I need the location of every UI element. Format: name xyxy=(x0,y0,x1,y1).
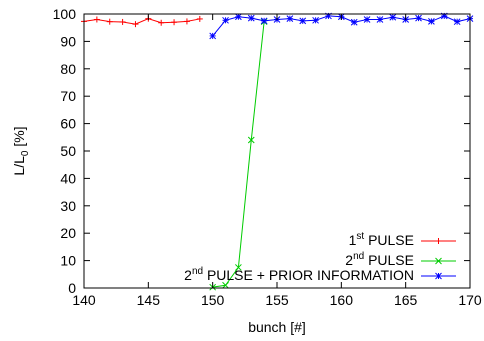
y-tick-label: 100 xyxy=(53,6,77,22)
series-1-point xyxy=(183,18,190,25)
series-1-point xyxy=(196,15,203,22)
series-3-point xyxy=(286,15,294,23)
series-3-point xyxy=(376,16,384,23)
y-tick-label: 0 xyxy=(68,280,76,296)
legend-marker-3 xyxy=(435,272,442,280)
series-3-point xyxy=(428,18,435,25)
series-1-point xyxy=(132,21,139,28)
series-2-point xyxy=(222,281,229,289)
x-tick-label: 140 xyxy=(72,292,96,308)
y-tick-label: 60 xyxy=(60,116,76,132)
y-tick-label: 50 xyxy=(60,143,76,159)
y-tick-label: 70 xyxy=(60,88,76,104)
series-3-point xyxy=(209,32,217,40)
series-1-point xyxy=(119,18,126,25)
series-3-point xyxy=(299,17,307,25)
series-3-point xyxy=(260,17,268,25)
x-tick-label: 160 xyxy=(330,292,354,308)
series-2-point xyxy=(235,264,242,271)
series-3-point xyxy=(235,13,242,21)
series-3-point xyxy=(389,13,397,21)
series-2-point xyxy=(247,136,255,144)
series-3-point xyxy=(415,14,422,22)
y-axis-title: L/L0 [%] xyxy=(11,126,31,175)
y-tick-label: 40 xyxy=(60,170,76,186)
legend-label-2: 2nd PULSE xyxy=(345,251,414,268)
x-axis-title: bunch [#] xyxy=(248,319,306,335)
x-tick-label: 145 xyxy=(137,292,161,308)
series-1-point xyxy=(171,19,178,26)
series-1-point xyxy=(158,19,165,26)
x-tick-label: 170 xyxy=(458,292,482,308)
series-3-point xyxy=(453,18,461,26)
series-2-line xyxy=(212,21,265,288)
series-2 xyxy=(209,18,268,291)
series-3-point xyxy=(312,16,319,24)
series-3-point xyxy=(350,18,358,26)
legend-label-1: 1st PULSE xyxy=(349,231,414,248)
series-1-point xyxy=(93,16,100,23)
x-tick-label: 165 xyxy=(394,292,418,308)
y-tick-label: 30 xyxy=(60,198,76,214)
legend-label-3: 2nd PULSE + PRIOR INFORMATION xyxy=(184,266,414,283)
legend-marker-1 xyxy=(435,238,442,244)
y-tick-label: 20 xyxy=(60,225,76,241)
series-3-point xyxy=(363,16,371,23)
series-1-line xyxy=(83,18,200,25)
series-1 xyxy=(81,15,203,28)
series-3-point xyxy=(222,16,229,24)
y-tick-label: 10 xyxy=(60,253,76,269)
series-3-point xyxy=(247,14,255,22)
y-tick-label: 90 xyxy=(60,33,76,49)
x-tick-label: 155 xyxy=(265,292,289,308)
y-tick-label: 80 xyxy=(60,61,76,77)
x-tick-label: 150 xyxy=(201,292,225,308)
series-1-point xyxy=(106,18,113,25)
legend-marker-2 xyxy=(435,257,442,265)
